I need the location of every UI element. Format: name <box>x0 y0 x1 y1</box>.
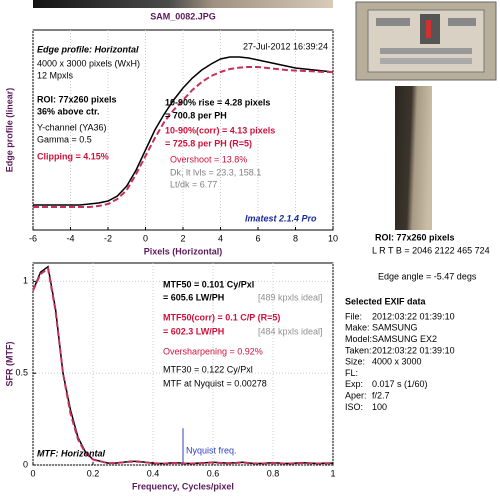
exif-value: f/2.7 <box>372 390 390 400</box>
edge-angle: Edge angle = -5.47 degs <box>378 271 477 281</box>
y-tick-label: 0.5 <box>15 368 28 378</box>
x-tick-label: -6 <box>29 233 37 243</box>
exif-value: 4000 x 3000 <box>372 357 422 367</box>
annotation: 10-90%(corr) = 4.13 pixels <box>165 125 275 135</box>
annotation: 4000 x 3000 pixels (WxH) <box>37 58 140 68</box>
x-axis-label: Pixels (Horizontal) <box>144 246 223 256</box>
annotation: = 602.3 LW/PH <box>163 326 224 336</box>
edge-strip <box>33 0 333 8</box>
annotation: Overshoot = 13.8% <box>170 154 247 164</box>
roi-crop <box>395 86 432 230</box>
annotation: MTF: Horizontal <box>37 448 105 458</box>
exif-title: Selected EXIF data <box>345 296 427 306</box>
exif-key: File: <box>345 311 362 321</box>
exif-value: SAMSUNG EX2 <box>372 334 437 344</box>
annotation: = 725.8 per PH (R=5) <box>165 138 252 148</box>
x-tick-label: 8 <box>293 233 298 243</box>
x-tick-label: -2 <box>104 233 112 243</box>
chart-title: SAM_0082.JPG <box>150 11 216 21</box>
annotation: 12 Mpxls <box>37 70 74 80</box>
annotation: [484 kpxls ideal] <box>258 326 323 336</box>
x-tick-label: 2 <box>180 233 185 243</box>
exif-value: 2012:03:22 01:39:10 <box>372 345 455 355</box>
annotation: 10-90% rise = 4.28 pixels <box>165 97 270 107</box>
annotation: 27-Jul-2012 16:39:24 <box>243 41 328 51</box>
y-axis-label: SFR (MTF) <box>4 342 14 387</box>
exif-key: Taken: <box>345 345 372 355</box>
x-tick-label: 0.4 <box>147 468 160 478</box>
exif-value: 100 <box>372 402 387 412</box>
annotation: Oversharpening = 0.92% <box>163 346 263 356</box>
annotation: MTF50(corr) = 0.1 C/P (R=5) <box>163 312 280 322</box>
annotation: = 605.6 LW/PH <box>163 292 224 302</box>
x-tick-label: 4 <box>218 233 223 243</box>
annotation: Edge profile: Horizontal <box>37 44 139 54</box>
annotation: MTF50 = 0.101 Cy/Pxl <box>163 279 254 289</box>
annotation: Lt/dk = 6.77 <box>170 179 217 189</box>
annotation: MTF30 = 0.122 Cy/Pxl <box>163 364 253 374</box>
roi-label: ROI: 77x260 pixels <box>375 232 455 242</box>
exif-key: Aper: <box>345 390 367 400</box>
x-tick-label: 0.2 <box>87 468 100 478</box>
exif-key: Make: <box>345 323 370 333</box>
x-tick-label: 0.8 <box>267 468 280 478</box>
series-line <box>32 266 333 465</box>
annotation: Clipping = 4.15% <box>37 151 109 161</box>
annotation: ROI: 77x260 pixels <box>37 94 117 104</box>
annotation: Gamma = 0.5 <box>37 134 92 144</box>
annotation: 36% above ctr. <box>37 106 100 116</box>
x-tick-label: 10 <box>328 233 338 243</box>
series-line <box>33 56 334 206</box>
exif-key: FL: <box>345 368 358 378</box>
x-axis-label: Frequency, Cycles/pixel <box>132 481 234 491</box>
x-tick-label: 0 <box>30 468 35 478</box>
y-axis-label: Edge profile (linear) <box>4 88 14 173</box>
annotation: Dk, lt lvls = 23.3, 158.1 <box>170 167 261 177</box>
annotation: Imatest 2.1.4 Pro <box>245 213 317 223</box>
series-line <box>33 66 333 208</box>
exif-key: ISO: <box>345 402 363 412</box>
thumbnail <box>355 1 497 81</box>
y-tick-label: 0 <box>23 459 28 469</box>
x-tick-label: 0 <box>143 233 148 243</box>
x-tick-label: 1 <box>330 468 335 478</box>
x-tick-label: 6 <box>255 233 260 243</box>
x-tick-label: -4 <box>66 233 74 243</box>
exif-value: SAMSUNG <box>372 323 418 333</box>
x-tick-label: 0.6 <box>207 468 220 478</box>
y-tick-label: 1 <box>23 276 28 286</box>
exif-value: 2012:03:22 01:39:10 <box>372 311 455 321</box>
annotation: [489 kpxls ideal] <box>258 292 323 302</box>
exif-key: Exp: <box>345 379 363 389</box>
exif-value: 0.017 s (1/60) <box>372 379 428 389</box>
annotation: = 700.8 per PH <box>165 110 227 120</box>
annotation: Y-channel (YA36) <box>37 122 107 132</box>
exif-key: Model: <box>345 334 372 344</box>
roi-coords: L R T B = 2046 2122 465 724 <box>372 245 490 255</box>
exif-key: Size: <box>345 357 365 367</box>
nyquist-label: Nyquist freq. <box>186 445 237 455</box>
annotation: MTF at Nyquist = 0.00278 <box>163 378 267 388</box>
